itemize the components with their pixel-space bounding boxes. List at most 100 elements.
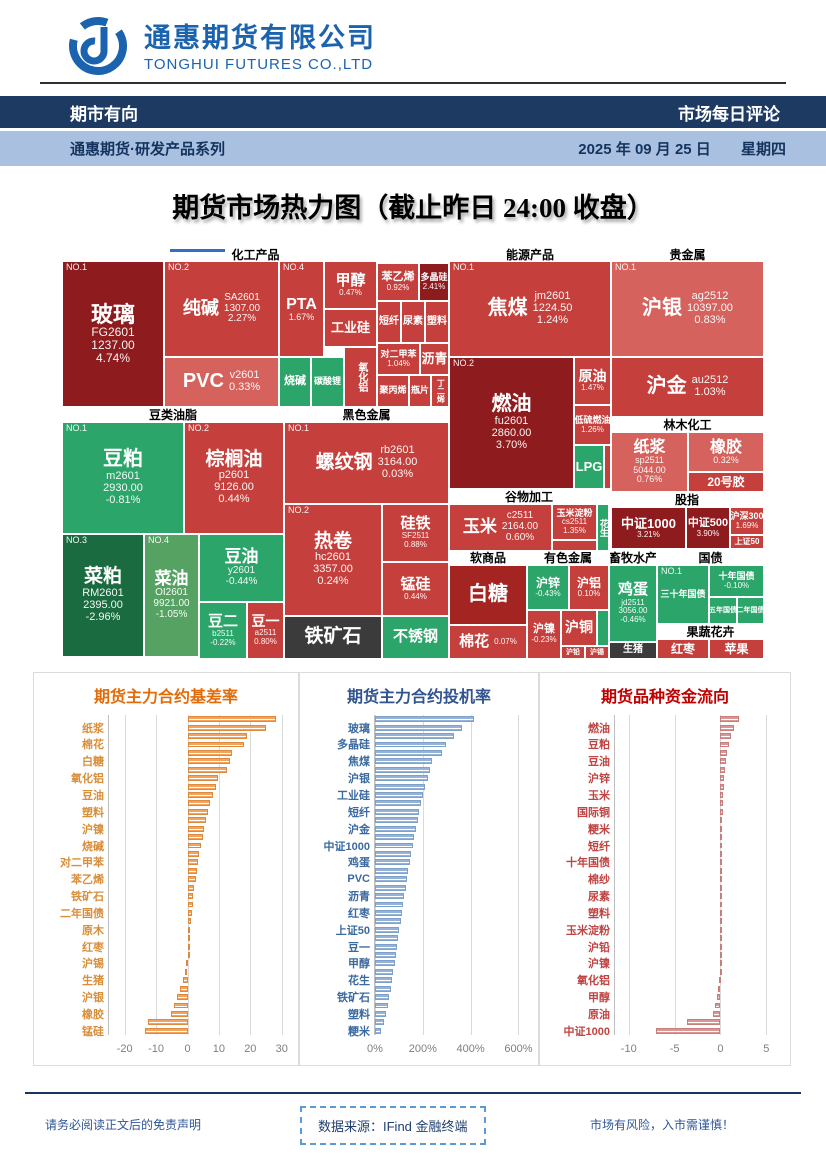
bar	[720, 867, 723, 874]
heatmap-tile: NO.2 纯碱 SA2601 1307.00 2.27%	[165, 262, 278, 356]
tile-value: -0.81%	[105, 493, 141, 506]
bar	[177, 994, 188, 1001]
heatmap-tile: 沪铅	[562, 647, 584, 658]
tile-values: b2511 -0.22%	[210, 629, 235, 647]
bar	[375, 741, 447, 748]
heatmap-tile: 中证500 3.90%	[687, 508, 729, 548]
heatmap-tile: NO.1 三十年国债	[658, 566, 708, 623]
tile-name: 中证1000	[621, 515, 676, 531]
axis-tick-label: -10	[148, 1043, 165, 1055]
bar	[187, 792, 214, 798]
tile-value: 0.24%	[317, 575, 349, 588]
tile-values: -0.23%	[531, 635, 556, 645]
basis-rate-chart: 期货主力合约基差率 纸浆 棉花 白糖 氧化铝 豆油 塑料 沪镍 烧碱 对二甲苯 苯乙烯 铁矿石 二年国…	[33, 672, 299, 1066]
bar	[719, 960, 722, 967]
tile-name: 丁二烯	[436, 379, 446, 403]
tile-name: 烧碱	[284, 375, 306, 388]
axis-tick-label: 600%	[504, 1043, 533, 1055]
heatmap-tile: LPG	[575, 446, 603, 488]
bar	[375, 851, 412, 857]
tile-name: 塑料	[427, 315, 447, 327]
gridline	[250, 715, 252, 1035]
tile-values: 3.90%	[697, 529, 720, 539]
bar-label: 豆油	[588, 756, 610, 769]
bar-label: 沪锡	[82, 958, 104, 971]
tile-name: 生猪	[623, 644, 643, 656]
bar-label: 氧化铝	[577, 975, 610, 988]
tile-rank: NO.2	[453, 358, 475, 368]
bar	[187, 800, 211, 807]
heatmap-section-label: 软商品	[450, 551, 526, 564]
bar	[187, 842, 201, 849]
bar	[720, 851, 723, 857]
bar	[720, 733, 731, 739]
header-divider	[40, 82, 786, 84]
bar	[718, 985, 721, 992]
bar-label: 国际铜	[577, 806, 610, 819]
bar-label: 中证1000	[563, 1025, 610, 1038]
bar-label: 豆粕	[588, 739, 610, 752]
bar	[720, 766, 725, 773]
bar	[375, 766, 430, 773]
data-source-box: 数据来源：IFind 金融终端	[300, 1106, 486, 1145]
tile-name: 菜油	[154, 569, 189, 589]
tile-name: 十年国债	[718, 570, 755, 581]
tile-value: -0.43%	[535, 588, 561, 598]
heatmap-tile: 生猪	[610, 643, 656, 658]
heatmap-tile: NO.1 螺纹钢 rb2601 3164.00 0.03%	[285, 423, 448, 503]
heatmap-tile: 不锈钢	[383, 617, 448, 658]
gridline	[156, 715, 158, 1035]
bar	[720, 918, 723, 925]
bar	[187, 926, 191, 933]
bar	[720, 834, 723, 841]
bar-label: 沥青	[348, 891, 370, 904]
bar	[720, 842, 723, 849]
bar	[187, 876, 196, 883]
bar	[720, 724, 735, 731]
bar-label: 甲醇	[588, 992, 610, 1005]
tile-name: 玉米淀粉	[556, 507, 593, 518]
tile-value: 3056.00	[618, 606, 648, 616]
heatmap-tile: 上证50	[731, 536, 763, 548]
tile-rank: NO.1	[615, 262, 637, 272]
tile-values: au2512 1.03%	[692, 374, 729, 399]
company-name-en: TONGHUI FUTURES CO.,LTD	[144, 56, 374, 74]
heatmap-section-label: 能源产品	[450, 248, 610, 261]
tile-values: 1.04%	[387, 359, 410, 369]
bar	[720, 859, 723, 866]
tile-value: 0.07%	[494, 636, 517, 646]
bar	[187, 766, 228, 773]
tile-value: 1.69%	[735, 520, 759, 530]
bar-label: 沪银	[348, 773, 370, 786]
bar	[375, 724, 462, 731]
tile-value: 1.03%	[694, 386, 726, 398]
bar	[174, 1002, 188, 1009]
heatmap-tile: 白糖	[450, 566, 526, 624]
heatmap-tile: 鸡蛋 jd2511 3056.00 -0.46%	[610, 566, 656, 641]
tile-value: 0.33%	[228, 381, 261, 393]
tile-name: 沪铝	[576, 575, 601, 590]
bar	[720, 749, 727, 756]
tile-value: 1.24%	[536, 313, 569, 326]
heatmap-tile: 氧化铝	[345, 348, 376, 406]
tile-value: -2.96%	[85, 610, 121, 623]
bar	[720, 901, 723, 908]
tile-values: -0.43%	[535, 588, 561, 599]
bar-label: 塑料	[588, 907, 610, 920]
chart-bars-area: 0% 200% 400% 600%	[367, 715, 533, 1055]
bar	[187, 918, 191, 925]
tile-value: 0.83%	[694, 313, 726, 326]
bar	[375, 918, 401, 925]
tile-name: 碳酸锂	[313, 376, 341, 387]
bar	[375, 733, 454, 739]
bar-label: 上证50	[335, 924, 370, 937]
heatmap-tile: 沪铜	[562, 611, 596, 645]
bar	[375, 935, 399, 942]
axis-tick-label: -10	[620, 1043, 637, 1055]
bar-label: 生猪	[82, 975, 104, 988]
tile-value: 1307.00	[223, 302, 261, 314]
axis-tick-label: 0	[717, 1043, 724, 1055]
subtitle-band: 通惠期货·研发产品系列 2025 年 09 月 25 日 星期四	[0, 131, 826, 166]
tile-name: 菜粕	[83, 566, 122, 588]
bar-label: 铁矿石	[71, 891, 104, 904]
